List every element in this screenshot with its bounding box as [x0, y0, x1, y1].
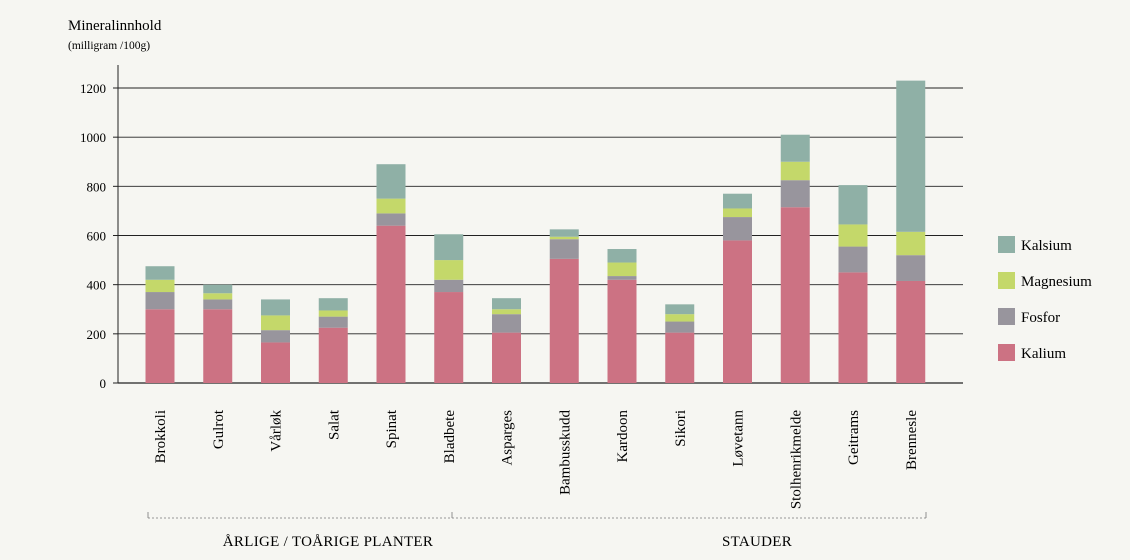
- bar-magnesium-brennesle: [896, 231, 926, 256]
- chart-title: Mineralinnhold: [68, 18, 162, 34]
- y-tick-label: 400: [87, 278, 107, 293]
- bar-magnesium-l-vetann: [723, 208, 752, 218]
- category-label: Vårløk: [269, 410, 285, 452]
- legend-swatch-kalsium: [998, 236, 1015, 253]
- bar-fosfor-salat: [318, 316, 348, 328]
- category-label: Bladbete: [442, 410, 458, 464]
- bar-kalsium-gulrot: [203, 284, 233, 294]
- legend: Kalsium Magnesium Fosfor Kalium: [998, 236, 1092, 362]
- group-label-rlige-to-rige-planter: ÅRLIGE / TOÅRIGE PLANTER: [223, 534, 433, 550]
- bar-magnesium-salat: [318, 310, 348, 317]
- bar-kalium-sikori: [665, 332, 695, 383]
- bar-fosfor-gulrot: [203, 299, 233, 310]
- bar-magnesium-bladbete: [434, 260, 464, 280]
- bar-fosfor-bambusskudd: [549, 239, 579, 259]
- category-label: Spinat: [384, 409, 400, 448]
- bar-kalium-v-rl-k: [261, 342, 290, 383]
- bar-kalsium-sikori: [665, 304, 695, 315]
- bar-kalium-asparges: [492, 332, 521, 383]
- bar-magnesium-kardoon: [607, 262, 637, 277]
- y-axis: 0 200 400 600 800 1000 1200: [80, 65, 119, 391]
- category-label: Brokkoli: [153, 410, 169, 463]
- bar-magnesium-v-rl-k: [261, 315, 290, 331]
- bar-kalsium-brennesle: [896, 80, 926, 232]
- bar-kalsium-spinat: [376, 164, 406, 199]
- category-label: Geitrams: [846, 410, 862, 465]
- bar-kalium-geitrams: [838, 272, 868, 383]
- bar-fosfor-brennesle: [896, 255, 926, 281]
- y-tick-label: 600: [87, 229, 107, 244]
- bar-magnesium-sikori: [665, 314, 695, 322]
- bar-kalsium-stolhenrikmelde: [780, 134, 810, 162]
- x-axis-labels: Brokkoli Gulrot Vårløk Salat Spinat Bladbete A…: [153, 409, 920, 509]
- bar-fosfor-asparges: [492, 314, 521, 333]
- bar-kalium-bladbete: [434, 292, 464, 383]
- legend-swatch-magnesium: [998, 272, 1015, 289]
- category-label: Brennesle: [904, 410, 920, 470]
- bar-kalium-kardoon: [607, 279, 637, 383]
- bar-fosfor-sikori: [665, 321, 695, 333]
- bar-kalium-l-vetann: [723, 240, 752, 383]
- category-groups: ÅRLIGE / TOÅRIGE PLANTER STAUDER: [147, 512, 927, 550]
- bar-magnesium-bambusskudd: [549, 236, 579, 240]
- y-tick-label: 1200: [80, 81, 106, 96]
- bar-magnesium-brokkoli: [145, 279, 175, 293]
- legend-label-magnesium: Magnesium: [1021, 274, 1092, 290]
- bar-kalsium-bambusskudd: [549, 229, 579, 237]
- bar-kalium-brokkoli: [145, 309, 175, 383]
- bar-magnesium-spinat: [376, 198, 406, 214]
- bar-kalium-gulrot: [203, 309, 233, 383]
- category-label: Stolhenrikmelde: [788, 410, 804, 509]
- bar-magnesium-asparges: [492, 309, 521, 315]
- bar-magnesium-gulrot: [203, 293, 233, 300]
- legend-swatch-fosfor: [998, 308, 1015, 325]
- bar-kalium-stolhenrikmelde: [780, 207, 810, 383]
- bar-fosfor-v-rl-k: [261, 330, 290, 343]
- category-label: Salat: [326, 409, 342, 440]
- chart-subtitle: (milligram /100g): [68, 40, 150, 52]
- category-label: Kardoon: [615, 410, 631, 463]
- y-tick-label: 0: [100, 376, 107, 391]
- group-label-stauder: STAUDER: [722, 534, 792, 550]
- bar-magnesium-geitrams: [838, 224, 868, 247]
- category-label: Bambusskudd: [557, 410, 573, 496]
- bar-magnesium-stolhenrikmelde: [780, 161, 810, 181]
- bar-fosfor-brokkoli: [145, 292, 175, 310]
- bar-fosfor-kardoon: [607, 276, 637, 280]
- bar-kalium-bambusskudd: [549, 258, 579, 383]
- y-tick-label: 1000: [80, 130, 106, 145]
- bars: [145, 80, 926, 383]
- bar-fosfor-spinat: [376, 213, 406, 226]
- category-label: Sikori: [673, 410, 689, 447]
- category-label: Asparges: [500, 410, 516, 466]
- legend-swatch-kalium: [998, 344, 1015, 361]
- bar-kalsium-v-rl-k: [261, 299, 290, 316]
- gridlines: [118, 87, 963, 384]
- bar-fosfor-stolhenrikmelde: [780, 180, 810, 208]
- y-tick-label: 800: [87, 179, 107, 194]
- category-label: Løvetann: [731, 410, 747, 467]
- bar-fosfor-bladbete: [434, 279, 464, 293]
- bar-kalsium-kardoon: [607, 249, 637, 263]
- bar-kalsium-asparges: [492, 298, 521, 310]
- category-label: Gulrot: [211, 409, 227, 449]
- bar-kalium-brennesle: [896, 280, 926, 383]
- bar-kalsium-brokkoli: [145, 266, 175, 280]
- bar-fosfor-l-vetann: [723, 217, 752, 241]
- y-tick-label: 200: [87, 327, 107, 342]
- legend-label-fosfor: Fosfor: [1021, 310, 1060, 326]
- bar-kalsium-geitrams: [838, 185, 868, 225]
- bar-kalium-salat: [318, 327, 348, 383]
- bar-kalium-spinat: [376, 225, 406, 383]
- legend-label-kalium: Kalium: [1021, 346, 1066, 362]
- bar-kalsium-bladbete: [434, 234, 464, 261]
- bar-fosfor-geitrams: [838, 246, 868, 273]
- bar-kalsium-l-vetann: [723, 193, 752, 209]
- legend-label-kalsium: Kalsium: [1021, 238, 1072, 254]
- bar-kalsium-salat: [318, 298, 348, 311]
